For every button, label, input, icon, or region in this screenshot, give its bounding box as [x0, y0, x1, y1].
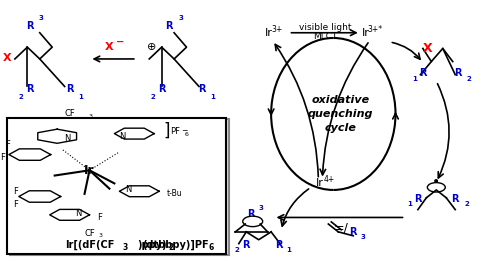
Text: F: F	[5, 140, 10, 149]
Text: 3: 3	[89, 114, 93, 119]
Text: R: R	[275, 240, 282, 250]
Text: 1: 1	[78, 94, 84, 100]
Text: Ir: Ir	[362, 28, 370, 38]
Text: 2: 2	[235, 247, 240, 253]
Text: 2: 2	[467, 76, 471, 81]
Text: R: R	[248, 209, 255, 219]
Text: (dtbbpy)]PF: (dtbbpy)]PF	[142, 240, 209, 250]
Text: X: X	[423, 42, 432, 55]
Text: 3+*: 3+*	[367, 25, 382, 34]
Text: 2: 2	[168, 243, 173, 252]
Text: 3: 3	[360, 234, 366, 240]
Text: Ir: Ir	[316, 178, 324, 188]
Text: R: R	[242, 240, 250, 250]
Text: 3: 3	[178, 15, 183, 21]
Text: 1: 1	[412, 76, 417, 81]
Text: 3: 3	[39, 15, 44, 21]
Text: ⊕: ⊕	[147, 42, 156, 52]
Text: 3+: 3+	[272, 25, 282, 34]
Text: N: N	[64, 134, 70, 143]
Text: )ppy): )ppy)	[137, 240, 166, 250]
Text: R: R	[419, 68, 426, 78]
Text: F: F	[14, 200, 18, 209]
Text: 2: 2	[151, 94, 156, 100]
Text: 3: 3	[258, 205, 264, 211]
Text: R: R	[414, 194, 422, 204]
Text: MLCT: MLCT	[312, 32, 337, 41]
Text: F: F	[97, 213, 102, 222]
Text: X: X	[3, 53, 12, 63]
Text: Ir: Ir	[84, 164, 95, 177]
Text: 1: 1	[210, 94, 216, 100]
Text: R: R	[452, 194, 459, 204]
Text: 6: 6	[209, 243, 214, 252]
Text: 4+: 4+	[323, 176, 334, 184]
Text: F: F	[0, 153, 5, 162]
Text: −: −	[116, 37, 124, 47]
Text: 2: 2	[19, 94, 24, 100]
Text: R: R	[26, 21, 34, 31]
FancyBboxPatch shape	[10, 119, 229, 255]
Text: X: X	[105, 42, 114, 52]
Text: R: R	[198, 84, 205, 94]
Text: R: R	[350, 227, 357, 237]
Text: visible light: visible light	[298, 23, 351, 32]
Text: PF: PF	[170, 127, 180, 135]
Text: 1: 1	[407, 201, 412, 207]
Text: N: N	[125, 185, 132, 194]
Text: ]: ]	[164, 122, 170, 140]
Text: Ir[(dF(CF: Ir[(dF(CF	[65, 240, 114, 250]
Text: 3: 3	[122, 243, 128, 252]
Text: N: N	[118, 132, 125, 141]
Text: −: −	[181, 127, 187, 135]
Text: 2: 2	[464, 201, 469, 207]
Text: R: R	[66, 84, 74, 94]
Text: 3: 3	[99, 233, 103, 238]
Text: =/: =/	[334, 221, 348, 234]
Text: Ir: Ir	[264, 28, 272, 38]
Text: t-Bu: t-Bu	[166, 189, 182, 198]
Text: CF: CF	[64, 110, 75, 118]
FancyBboxPatch shape	[8, 118, 226, 254]
Text: N: N	[76, 209, 82, 218]
Text: R: R	[166, 21, 173, 31]
Text: R: R	[26, 84, 34, 94]
Text: F: F	[14, 187, 18, 196]
Text: CF: CF	[84, 229, 95, 238]
Text: R: R	[454, 68, 462, 78]
Text: 1: 1	[286, 247, 291, 253]
Text: •: •	[432, 175, 440, 189]
Text: 6: 6	[185, 132, 189, 138]
Text: R: R	[158, 84, 166, 94]
Text: oxidative
quenching
cycle: oxidative quenching cycle	[308, 95, 374, 133]
